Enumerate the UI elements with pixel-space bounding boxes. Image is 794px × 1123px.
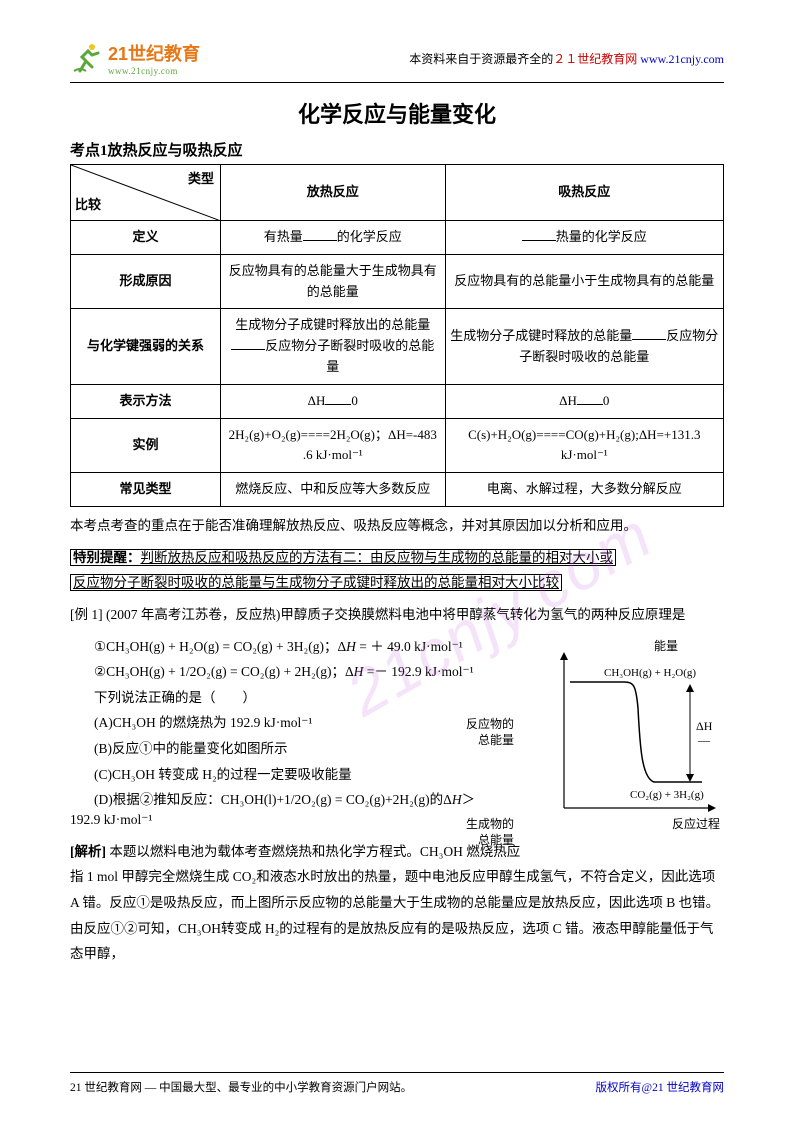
footer-right: 版权所有@21 世纪教育网 <box>596 1079 724 1095</box>
blank-field[interactable] <box>632 326 666 340</box>
table-row: 实例 2H₂(g)+O₂(g)====2H₂O(g)；ΔH=-483 .6 kJ… <box>71 418 724 473</box>
footer-left: 21 世纪教育网 — 中国最大型、最专业的中小学教育资源门户网站。 <box>70 1079 412 1095</box>
table-row: 定义 有热量的化学反应 热量的化学反应 <box>71 221 724 255</box>
row-header: 常见类型 <box>71 473 221 507</box>
alert-line-2: 反应物分子断裂时吸收的总能量与生成物分子成键时释放出的总能量相对大小比较 <box>70 574 562 591</box>
page-title: 化学反应与能量变化 <box>70 97 724 129</box>
table-cell: 2H₂(g)+O₂(g)====2H₂O(g)；ΔH=-483 .6 kJ·mo… <box>221 418 446 473</box>
table-cell: 反应物具有的总能量大于生成物具有的总能量 <box>221 254 446 309</box>
diag-product-label: 生成物的 总能量 <box>466 817 514 848</box>
row-header: 形成原因 <box>71 254 221 309</box>
blank-field[interactable] <box>303 227 337 241</box>
table-row: 形成原因 反应物具有的总能量大于生成物具有的总能量 反应物具有的总能量小于生成物… <box>71 254 724 309</box>
analysis-label: [解析] <box>70 844 106 859</box>
analysis-block: [解析] 本题以燃料电池为载体考查燃烧热和热化学方程式。CH₃OH 燃烧热应指 … <box>70 839 724 967</box>
example-body: 能量 CH₃OH(g) + H₂O(g) CO₂(g) + 3H₂(g) ΔH … <box>70 634 724 813</box>
logo: 21世纪教育 www.21cnjy.com <box>70 40 200 76</box>
table-cell: 生成物分子成键时释放的总能量反应物分子断裂时吸收的总能量 <box>445 309 723 384</box>
table-cell: 反应物具有的总能量小于生成物具有的总能量 <box>445 254 723 309</box>
svg-text:—: — <box>697 733 711 747</box>
page-content: 21cnjy.com 化学反应与能量变化 考点1放热反应与吸热反应 类型 比较 … <box>70 97 724 967</box>
comparison-table: 类型 比较 放热反应 吸热反应 定义 有热量的化学反应 热量的化学反应 形成原因… <box>70 164 724 507</box>
row-header: 表示方法 <box>71 384 221 418</box>
blank-field[interactable] <box>325 391 351 405</box>
row-header: 与化学键强弱的关系 <box>71 309 221 384</box>
page-header: 21世纪教育 www.21cnjy.com 本资料来自于资源最齐全的２１世纪教育… <box>70 40 724 83</box>
table-cell: 电离、水解过程，大多数分解反应 <box>445 473 723 507</box>
col-header-1: 放热反应 <box>221 165 446 221</box>
diag-bot: 比较 <box>75 195 101 216</box>
caption-prefix: 本资料来自于资源最齐全的 <box>409 52 553 66</box>
svg-text:CO₂(g) + 3H₂(g): CO₂(g) + 3H₂(g) <box>630 789 704 801</box>
example-intro: [例 1] (2007 年高考江苏卷，反应热)甲醇质子交换膜燃料电池中将甲醇蒸气… <box>70 602 724 628</box>
table-row: 常见类型 燃烧反应、中和反应等大多数反应 电离、水解过程，大多数分解反应 <box>71 473 724 507</box>
blank-field[interactable] <box>577 391 603 405</box>
row-header: 实例 <box>71 418 221 473</box>
table-cell: 有热量的化学反应 <box>221 221 446 255</box>
paragraph-1: 本考点考查的重点在于能否准确理解放热反应、吸热反应等概念，并对其原因加以分析和应… <box>70 513 724 539</box>
energy-diagram: 能量 CH₃OH(g) + H₂O(g) CO₂(g) + 3H₂(g) ΔH … <box>534 638 724 847</box>
diag-y-label: 能量 <box>654 639 678 653</box>
table-cell: ΔH0 <box>445 384 723 418</box>
svg-text:反应过程: 反应过程 <box>672 816 720 831</box>
table-row: 与化学键强弱的关系 生成物分子成键时释放出的总能量反应物分子断裂时吸收的总能量 … <box>71 309 724 384</box>
table-cell: 燃烧反应、中和反应等大多数反应 <box>221 473 446 507</box>
logo-text: 21世纪教育 www.21cnjy.com <box>108 40 200 76</box>
table-cell: C(s)+H₂O(g)====CO(g)+H₂(g);ΔH=+131.3 kJ·… <box>445 418 723 473</box>
table-cell: ΔH0 <box>221 384 446 418</box>
logo-sub-text: www.21cnjy.com <box>108 66 200 76</box>
caption-url: www.21cnjy.com <box>640 52 724 66</box>
svg-text:ΔH: ΔH <box>696 719 713 733</box>
blank-field[interactable] <box>231 336 265 350</box>
analysis-text: 本题以燃料电池为载体考查燃烧热和热化学方程式。CH₃OH 燃烧热应指 1 mol… <box>70 844 719 962</box>
row-header: 定义 <box>71 221 221 255</box>
section-heading: 考点1放热反应与吸热反应 <box>70 139 724 160</box>
logo-main-text: 21世纪教育 <box>108 40 200 66</box>
page-footer: 21 世纪教育网 — 中国最大型、最专业的中小学教育资源门户网站。 版权所有@2… <box>70 1072 724 1095</box>
runner-icon <box>70 41 104 75</box>
alert-label: 特别提醒： <box>73 550 141 565</box>
header-caption: 本资料来自于资源最齐全的２１世纪教育网 www.21cnjy.com <box>409 50 724 67</box>
col-header-2: 吸热反应 <box>445 165 723 221</box>
alert-block: 特别提醒：判断放热反应和吸热反应的方法有二：由反应物与生成物的总能量的相对大小或… <box>70 545 724 596</box>
table-row: 表示方法 ΔH0 ΔH0 <box>71 384 724 418</box>
table-cell: 生成物分子成键时释放出的总能量反应物分子断裂时吸收的总能量 <box>221 309 446 384</box>
svg-text:CH₃OH(g) + H₂O(g): CH₃OH(g) + H₂O(g) <box>604 667 696 679</box>
diag-top: 类型 <box>188 169 214 190</box>
diag-reactant-label: 反应物的 总能量 <box>466 717 514 748</box>
alert-line-1: 特别提醒：判断放热反应和吸热反应的方法有二：由反应物与生成物的总能量的相对大小或 <box>70 549 616 566</box>
table-diag-header: 类型 比较 <box>71 165 221 221</box>
caption-brand: ２１世纪教育网 <box>553 52 637 66</box>
blank-field[interactable] <box>522 227 556 241</box>
table-cell: 热量的化学反应 <box>445 221 723 255</box>
